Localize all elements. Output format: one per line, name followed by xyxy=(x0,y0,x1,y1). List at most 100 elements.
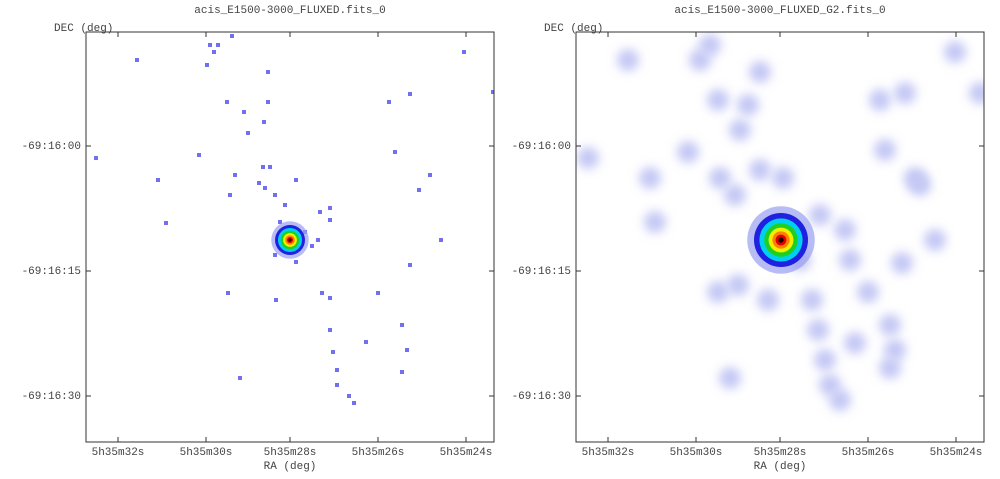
y-axis-label: DEC (deg) xyxy=(54,23,113,35)
x-tick-label: 5h35m30s xyxy=(670,447,723,459)
blob xyxy=(719,367,741,389)
pixel xyxy=(164,221,168,225)
blob xyxy=(807,319,829,341)
image-smoothed xyxy=(577,34,984,411)
pixel xyxy=(205,63,209,67)
pixel xyxy=(273,253,277,257)
pixel xyxy=(376,291,380,295)
pixel xyxy=(347,394,351,398)
blob xyxy=(884,339,906,361)
blob xyxy=(707,89,729,111)
x-axis-label: RA (deg) xyxy=(264,461,317,473)
blob xyxy=(709,167,731,189)
pixel xyxy=(273,193,277,197)
pixel xyxy=(228,193,232,197)
pixel xyxy=(393,150,397,154)
pixel xyxy=(335,368,339,372)
blob xyxy=(829,389,851,411)
pixel xyxy=(439,238,443,242)
image-raw xyxy=(94,34,494,405)
pixel xyxy=(328,296,332,300)
pixel xyxy=(261,165,265,169)
pixel xyxy=(316,238,320,242)
blob xyxy=(772,167,794,189)
pixel xyxy=(320,291,324,295)
x-tick-label: 5h35m24s xyxy=(440,447,493,459)
y-tick-label: -69:16:00 xyxy=(22,141,81,153)
x-tick-label: 5h35m32s xyxy=(582,447,635,459)
pixel xyxy=(212,50,216,54)
blob xyxy=(857,281,879,303)
panel-title: acis_E1500-3000_FLUXED_G2.fits_0 xyxy=(674,5,885,17)
pixel xyxy=(331,350,335,354)
blob xyxy=(874,139,896,161)
pixel xyxy=(246,131,250,135)
pixel xyxy=(230,34,234,38)
pixel xyxy=(216,43,220,47)
blob xyxy=(749,61,771,83)
x-axis-label: RA (deg) xyxy=(754,461,807,473)
pixel xyxy=(405,348,409,352)
pixel xyxy=(318,210,322,214)
pixel xyxy=(387,100,391,104)
pixel xyxy=(274,298,278,302)
pixel xyxy=(208,43,212,47)
blob xyxy=(869,89,891,111)
pixel xyxy=(226,291,230,295)
pixel xyxy=(238,376,242,380)
x-tick-label: 5h35m30s xyxy=(180,447,233,459)
blob xyxy=(834,219,856,241)
pixel xyxy=(428,173,432,177)
blob xyxy=(809,204,831,226)
blob xyxy=(814,349,836,371)
pixel xyxy=(94,156,98,160)
pixel xyxy=(242,110,246,114)
pixel xyxy=(263,186,267,190)
blob xyxy=(909,174,931,196)
x-tick-label: 5h35m24s xyxy=(930,447,983,459)
pixel xyxy=(408,263,412,267)
pixel xyxy=(197,153,201,157)
source-ring xyxy=(288,238,292,242)
blob xyxy=(839,249,861,271)
pixel xyxy=(310,244,314,248)
x-tick-label: 5h35m28s xyxy=(264,447,317,459)
pixel xyxy=(233,173,237,177)
blob xyxy=(577,147,599,169)
pixel xyxy=(335,383,339,387)
pixel xyxy=(408,92,412,96)
x-tick-label: 5h35m26s xyxy=(352,447,405,459)
y-tick-label: -69:16:15 xyxy=(512,266,571,278)
x-tick-label: 5h35m26s xyxy=(842,447,895,459)
blob xyxy=(801,289,823,311)
y-tick-label: -69:16:30 xyxy=(22,391,81,403)
blob xyxy=(707,281,729,303)
pixel xyxy=(294,178,298,182)
pixel xyxy=(266,100,270,104)
blob xyxy=(639,167,661,189)
pixel xyxy=(278,220,282,224)
y-tick-label: -69:16:00 xyxy=(512,141,571,153)
blob xyxy=(879,357,901,379)
blob xyxy=(749,159,771,181)
pixel xyxy=(268,165,272,169)
panel-title: acis_E1500-3000_FLUXED.fits_0 xyxy=(194,5,385,17)
pixel xyxy=(328,328,332,332)
blob xyxy=(969,82,984,104)
y-tick-label: -69:16:15 xyxy=(22,266,81,278)
pixel xyxy=(283,203,287,207)
blob xyxy=(737,94,759,116)
blob xyxy=(891,252,913,274)
blob xyxy=(689,49,711,71)
pixel xyxy=(462,50,466,54)
x-tick-label: 5h35m32s xyxy=(92,447,145,459)
pixel xyxy=(225,100,229,104)
pixel xyxy=(156,178,160,182)
blob xyxy=(944,41,966,63)
blob xyxy=(677,141,699,163)
pixel xyxy=(328,206,332,210)
blob xyxy=(724,184,746,206)
pixel xyxy=(417,188,421,192)
y-axis-label: DEC (deg) xyxy=(544,23,603,35)
